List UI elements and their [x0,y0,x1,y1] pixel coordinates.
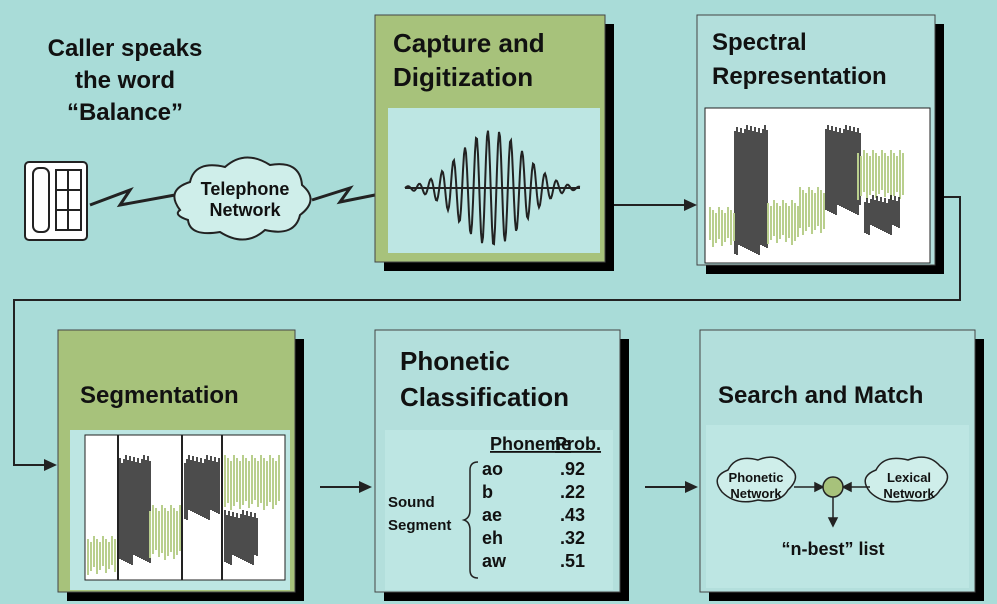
phoneme: aw [482,551,507,571]
cloud-label: Network [730,486,782,501]
cloud-label: Network [883,486,935,501]
box-title: Classification [400,382,569,412]
box-title: Capture and [393,28,545,58]
cloud-label: Lexical [887,470,931,485]
phoneme: ao [482,459,503,479]
cloud-label: Network [209,200,281,220]
box-title: Representation [712,63,887,90]
probability: .22 [560,482,585,502]
phoneme: b [482,482,493,502]
probability: .43 [560,505,585,525]
probability: .51 [560,551,585,571]
caller-text: “Balance” [67,99,183,126]
probability: .32 [560,528,585,548]
phone-icon [25,162,87,240]
caller-text: the word [75,67,175,94]
box-title: Digitization [393,62,533,92]
box-title: Segmentation [80,382,239,409]
phoneme: eh [482,528,503,548]
diagram: Caller speaks the word “Balance” Telepho… [0,0,997,604]
phoneme: ae [482,505,502,525]
box-title: Spectral [712,29,807,56]
cloud-label: Telephone [201,179,290,199]
panel [706,425,969,588]
caller-text: Caller speaks [48,35,203,62]
result-label: “n-best” list [781,539,884,559]
box-title: Search and Match [718,382,923,409]
row-label: Segment [388,517,451,534]
box-title: Phonetic [400,346,510,376]
column-header: Prob. [555,434,601,454]
probability: .92 [560,459,585,479]
row-label: Sound [388,494,435,511]
match-node [823,477,843,497]
cloud-label: Phonetic [729,470,784,485]
